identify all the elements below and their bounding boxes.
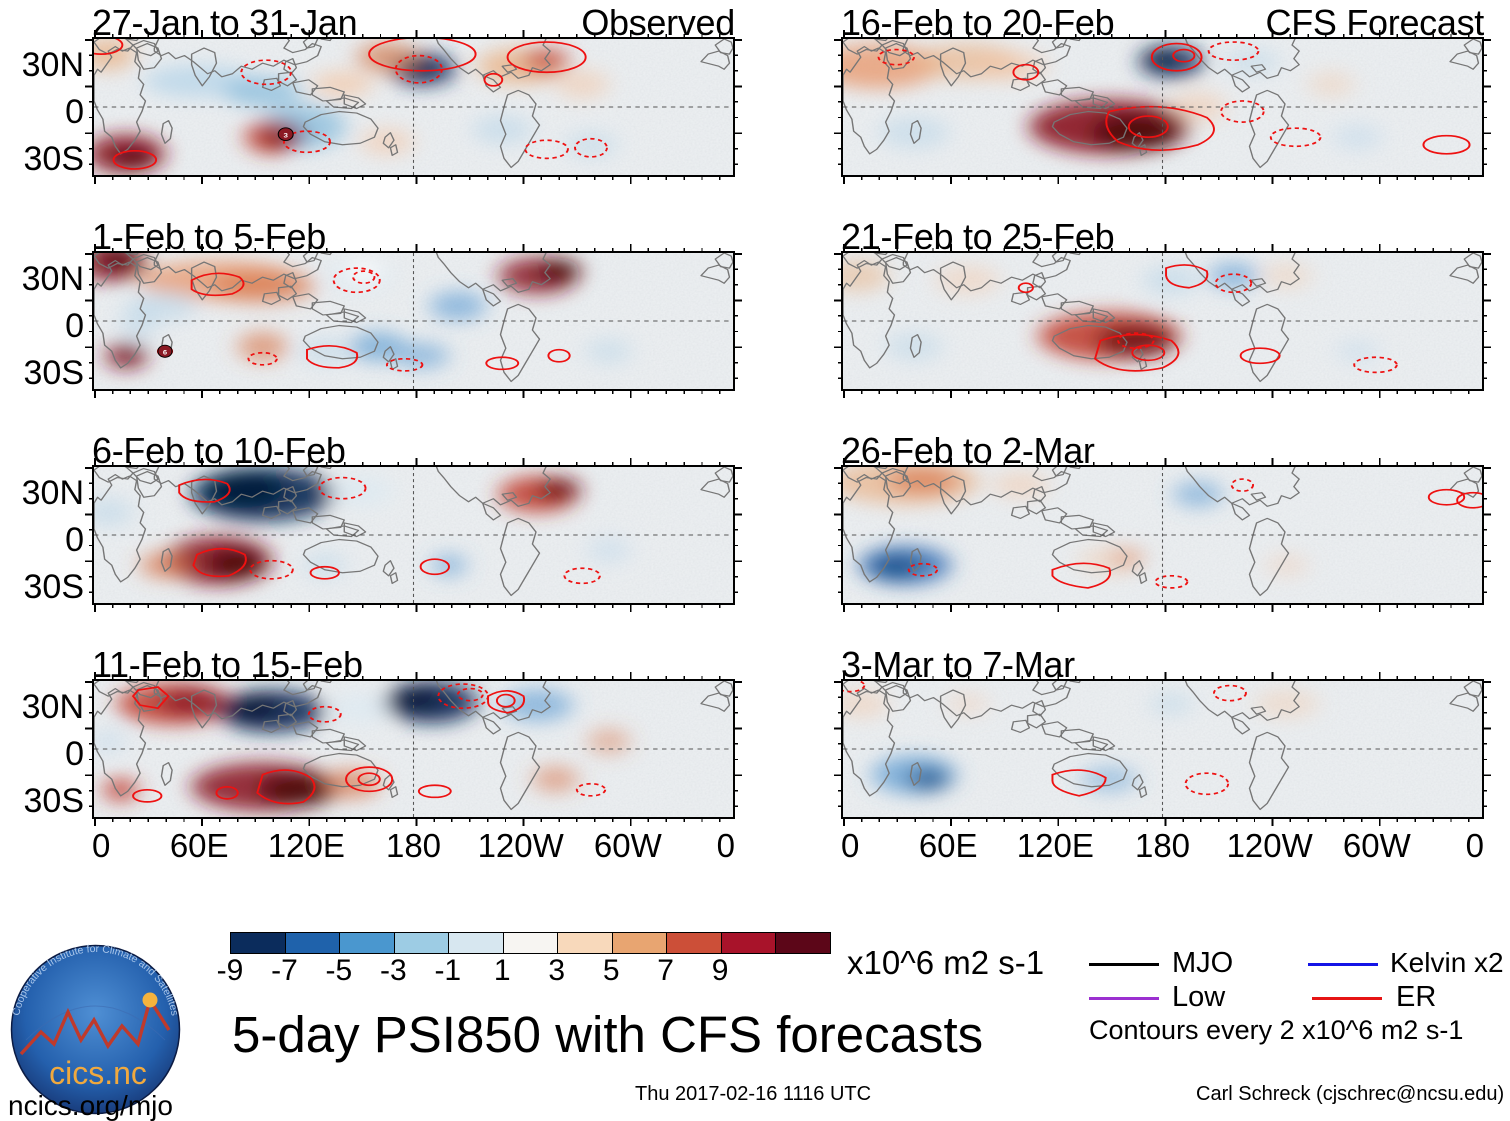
svg-text:6: 6	[163, 349, 167, 356]
svg-text:3: 3	[283, 131, 287, 139]
svg-text:cics.nc: cics.nc	[49, 1055, 147, 1091]
